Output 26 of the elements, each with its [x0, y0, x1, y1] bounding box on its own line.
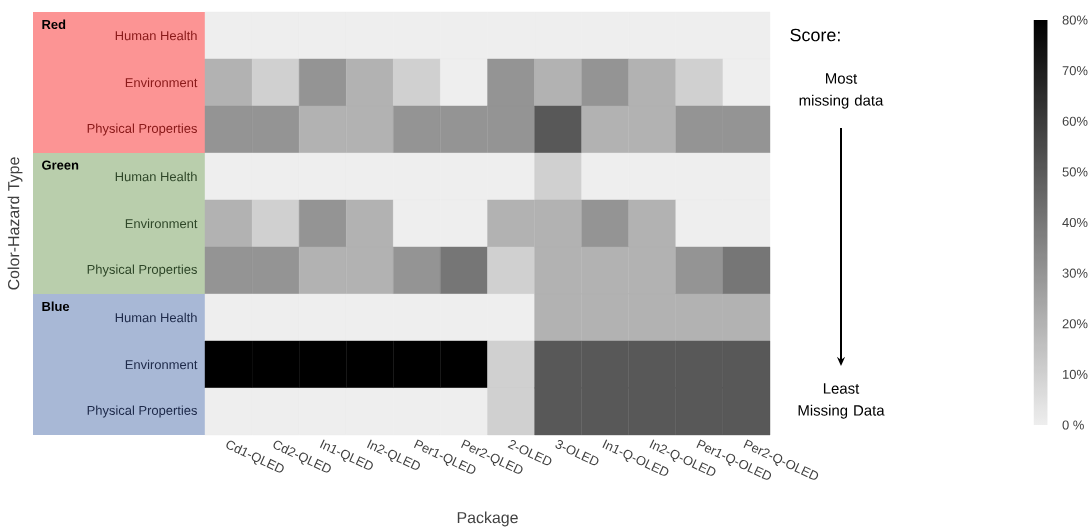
text: Least Missing Data	[798, 383, 885, 419]
text: Green	[42, 160, 79, 170]
y-tick-label: Physical Properties	[87, 264, 197, 277]
color-bar-label: 10%	[1063, 369, 1088, 379]
color-bar-label: 70%	[1062, 66, 1088, 76]
y-tick-label: Physical Properties	[87, 123, 197, 136]
color-bar-label: 80%	[1062, 15, 1088, 25]
y-tick-label: Human Health	[115, 171, 197, 182]
text: Score:	[790, 28, 840, 42]
y-axis-title: Color-Hazard Type	[7, 157, 23, 290]
text: Most missing data	[799, 73, 884, 109]
color-bar-label: 30%	[1062, 268, 1088, 278]
text: Red	[42, 19, 66, 30]
x-axis-title: Package	[457, 511, 518, 527]
y-tick-label: Environment	[125, 218, 198, 229]
y-tick-label: Environment	[125, 359, 198, 370]
text: Blue	[42, 301, 70, 312]
y-tick-label: Environment	[125, 77, 198, 88]
color-bar-label: 50%	[1062, 167, 1088, 177]
color-bar-label: 60%	[1062, 116, 1088, 126]
y-tick-label: Physical Properties	[87, 405, 197, 418]
y-tick-label: Human Health	[115, 30, 197, 41]
color-bar-label: 0 %	[1062, 420, 1084, 430]
color-bar-label: 40%	[1062, 217, 1088, 228]
color-bar-label: 20%	[1062, 319, 1088, 329]
y-tick-label: Human Health	[115, 312, 197, 323]
